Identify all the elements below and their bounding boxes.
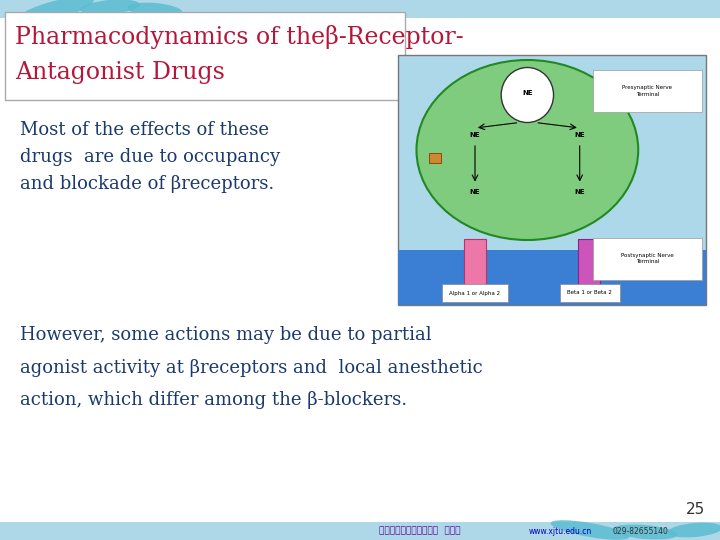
Text: Pharmacodynamics of theβ-Receptor-: Pharmacodynamics of theβ-Receptor-	[15, 25, 464, 49]
Ellipse shape	[613, 524, 678, 539]
Text: agonist activity at βreceptors and  local anesthetic: agonist activity at βreceptors and local…	[20, 359, 482, 377]
Bar	[578, 239, 600, 300]
Text: NE: NE	[469, 132, 480, 138]
Text: NE: NE	[575, 190, 585, 195]
Text: NE: NE	[469, 190, 480, 195]
Polygon shape	[0, 522, 720, 540]
FancyBboxPatch shape	[5, 12, 405, 100]
Ellipse shape	[416, 60, 638, 240]
Polygon shape	[0, 0, 720, 18]
Bar	[398, 55, 706, 305]
Text: Beta 1 or Beta 2: Beta 1 or Beta 2	[567, 291, 611, 295]
FancyBboxPatch shape	[560, 284, 620, 302]
Ellipse shape	[551, 520, 629, 540]
Bar	[398, 250, 706, 305]
Ellipse shape	[127, 3, 182, 17]
Text: NE: NE	[522, 90, 533, 96]
Text: Postsynaptic Nerve
Terminal: Postsynaptic Nerve Terminal	[621, 253, 674, 264]
Text: Antagonist Drugs: Antagonist Drugs	[15, 60, 225, 84]
Text: Presynaptic Nerve
Terminal: Presynaptic Nerve Terminal	[623, 85, 672, 97]
FancyBboxPatch shape	[442, 284, 508, 302]
FancyBboxPatch shape	[593, 238, 702, 280]
Ellipse shape	[501, 68, 554, 123]
Ellipse shape	[80, 0, 140, 15]
Ellipse shape	[17, 0, 94, 24]
Bar	[464, 239, 486, 300]
Text: 029-82655140: 029-82655140	[612, 526, 668, 536]
Text: and blockade of βreceptors.: and blockade of βreceptors.	[20, 175, 274, 193]
Text: Alpha 1 or Alpha 2: Alpha 1 or Alpha 2	[449, 291, 500, 295]
Text: However, some actions may be due to partial: However, some actions may be due to part…	[20, 326, 431, 344]
Bar	[429, 152, 441, 163]
Ellipse shape	[667, 523, 720, 537]
Text: 西安交大医学院药理学系  苗永水: 西安交大医学院药理学系 苗永水	[379, 526, 461, 536]
Text: action, which differ among the β-blockers.: action, which differ among the β-blocker…	[20, 391, 407, 409]
Text: drugs  are due to occupancy: drugs are due to occupancy	[20, 148, 280, 166]
Text: NE: NE	[575, 132, 585, 138]
Text: Most of the effects of these: Most of the effects of these	[20, 121, 269, 139]
Text: 25: 25	[685, 503, 705, 517]
FancyBboxPatch shape	[593, 70, 702, 112]
Text: www.xjtu.edu.cn: www.xjtu.edu.cn	[528, 526, 592, 536]
